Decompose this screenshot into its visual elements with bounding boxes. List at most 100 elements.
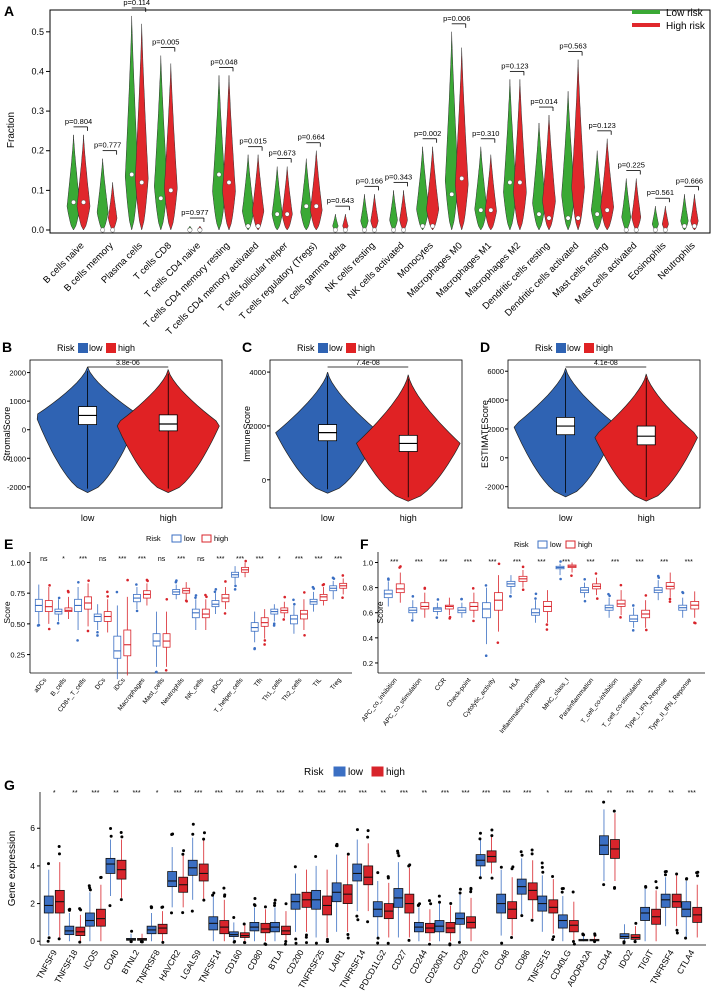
significance-label: *** [79, 556, 87, 563]
outlier-point [119, 898, 123, 902]
significance-label: *** [216, 556, 224, 563]
y-tick-label: 0.75 [10, 589, 25, 598]
legend-label: low [567, 343, 581, 353]
x-tick-label: B_cells [50, 676, 69, 697]
significance-label: *** [537, 559, 545, 566]
outlier-point [48, 584, 51, 587]
significance-label: *** [215, 790, 223, 797]
panel-label: A [4, 3, 14, 19]
outlier-point [253, 897, 257, 901]
box-high [568, 920, 579, 933]
x-tick-label: CD160 [222, 948, 244, 976]
outlier-point [165, 597, 169, 601]
median-point-high [401, 227, 406, 233]
x-tick-label: HLA [508, 676, 522, 691]
outlier-point [559, 577, 562, 581]
y-tick-label: 0.25 [10, 651, 25, 660]
x-tick-label: CTLA4 [675, 948, 697, 976]
y-tick-label: 2000 [9, 369, 26, 378]
outlier-point [530, 848, 534, 852]
outlier-point [478, 876, 482, 880]
violin-low [532, 122, 546, 231]
outlier-point [657, 576, 661, 579]
outlier-point [458, 887, 462, 891]
outlier-point [571, 939, 575, 943]
outlier-point [436, 598, 440, 601]
median-point-high [255, 223, 261, 229]
significance-label: ** [648, 790, 654, 797]
box-low [105, 857, 116, 874]
legend-label: high [386, 767, 405, 778]
median-point-high [662, 227, 668, 233]
significance-label: *** [523, 790, 531, 797]
x-tick-label: DCs [94, 676, 108, 691]
median-point-high [284, 211, 290, 217]
outlier-point [356, 918, 360, 922]
violin-high [542, 115, 556, 231]
outlier-point [519, 850, 523, 854]
outlier-point [77, 581, 80, 584]
plot-frame [49, 9, 711, 234]
outlier-point [613, 886, 617, 890]
outlier-point [416, 903, 420, 907]
pvalue-label: p=0.225 [618, 160, 645, 169]
significance-label: *** [488, 559, 496, 566]
box-high [636, 425, 656, 446]
significance-label: ns [158, 556, 166, 563]
box-high [319, 593, 328, 601]
y-axis-label: Score [375, 601, 385, 623]
outlier-point [602, 800, 606, 804]
box-low [43, 895, 54, 914]
significance-label: ns [40, 556, 48, 563]
x-tick-label: Type_II_IFN_Reponse [648, 677, 694, 733]
violin-low [360, 193, 369, 231]
significance-label: *** [138, 556, 146, 563]
median-point-high [81, 199, 86, 205]
outlier-point [696, 870, 700, 874]
significance-label: *** [256, 790, 264, 797]
significance-label: * [53, 790, 56, 797]
outlier-point [109, 834, 113, 838]
pvalue-label: p=0.015 [239, 137, 266, 146]
box-high [420, 602, 430, 610]
outlier-point [242, 940, 246, 944]
box-low [290, 614, 298, 625]
outlier-point [263, 643, 266, 646]
outlier-point [376, 871, 380, 875]
legend-swatch-high [106, 343, 116, 353]
legend-label: high [596, 343, 613, 353]
outlier-point [496, 641, 500, 644]
outlier-point [490, 876, 494, 880]
box-high [395, 583, 405, 594]
y-tick-label: 2000 [249, 422, 266, 431]
significance-label: *** [318, 790, 326, 797]
median-point-low [682, 223, 687, 229]
x-tick-label: BTLA [266, 948, 285, 972]
legend-swatch-high [565, 540, 576, 549]
pvalue-label: p=0.006 [443, 14, 470, 23]
median-point-low [536, 211, 542, 217]
violin-high [76, 134, 91, 231]
y-tick-label: -1000 [7, 454, 26, 463]
violin-high [310, 150, 323, 231]
outlier-point [47, 936, 51, 940]
outlier-point [205, 595, 208, 599]
outlier-point [171, 832, 175, 836]
box-low [113, 635, 122, 659]
x-tick-label: CD200 [284, 948, 306, 976]
outlier-point [78, 940, 82, 944]
outlier-point [570, 574, 573, 577]
box-low [250, 622, 259, 632]
violin-high [661, 205, 669, 231]
outlier-point [458, 891, 462, 895]
outlier-point [619, 583, 623, 587]
significance-label: *** [236, 556, 244, 563]
violin-low [242, 154, 255, 231]
outlier-point [631, 629, 635, 632]
panel-d: D Risk low high -2000 0 2000 4000 6000 ESTIMATESc… [480, 339, 701, 523]
outlier-point [223, 612, 227, 615]
outlier-point [435, 616, 439, 619]
outlier-point [214, 588, 218, 591]
median-point-high [459, 176, 465, 181]
panel-b: B Risk low high -2000 -1000 0 1000 2000 StromalSc… [2, 339, 223, 523]
